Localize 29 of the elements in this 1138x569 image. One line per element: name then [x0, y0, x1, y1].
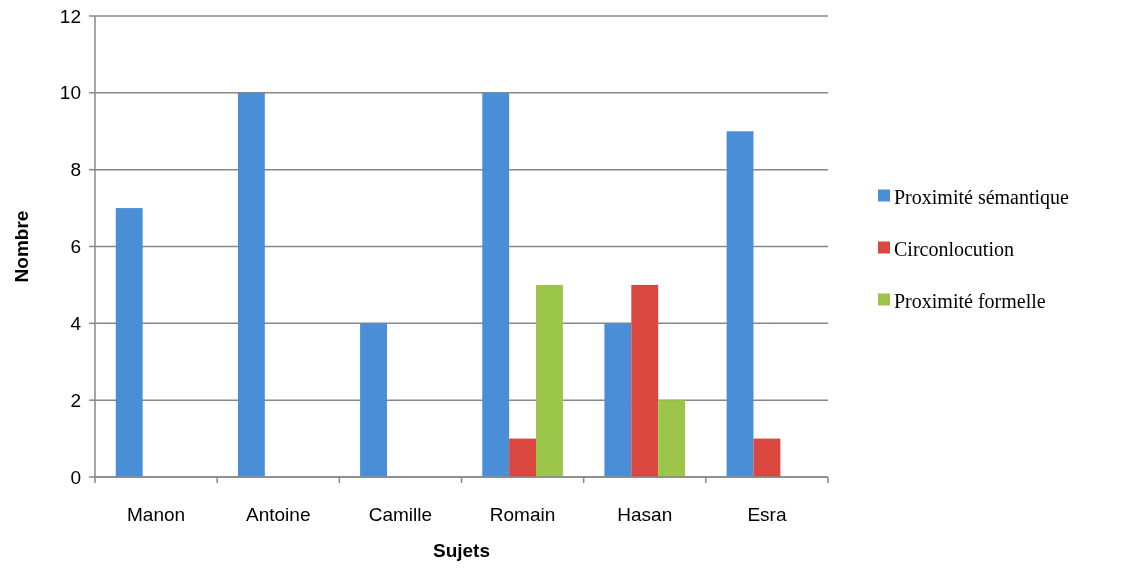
legend-label: Circonlocution: [894, 237, 1014, 260]
legend-label: Proximité sémantique: [894, 185, 1070, 209]
bar: [482, 92, 510, 477]
x-tick-label: Hasan: [617, 504, 673, 525]
x-axis-title: Sujets: [432, 540, 491, 561]
y-tick-label: 2: [70, 389, 81, 411]
bar: [753, 438, 781, 477]
bar: [115, 208, 143, 477]
x-tick-label: Romain: [489, 504, 556, 525]
y-tick-label: 12: [59, 5, 81, 27]
bar: [237, 92, 265, 477]
bar: [726, 131, 754, 477]
bar: [658, 400, 686, 477]
y-tick-label: 8: [70, 159, 81, 181]
x-tick-label: Esra: [747, 504, 787, 525]
bar: [536, 284, 563, 477]
legend-label: Proximité formelle: [894, 289, 1046, 312]
x-tick-label: Manon: [127, 504, 186, 525]
bar: [604, 323, 632, 477]
bar: [631, 284, 659, 477]
y-tick-label: 6: [70, 236, 81, 258]
bar: [360, 323, 387, 477]
y-tick-label: 0: [70, 466, 81, 488]
bar: [509, 438, 537, 477]
x-tick-label: Camille: [368, 504, 433, 525]
y-tick-label: 10: [59, 82, 81, 104]
x-tick-label: Antoine: [246, 504, 311, 525]
y-tick-label: 4: [70, 312, 82, 334]
y-axis-title: Nombre: [11, 210, 32, 283]
